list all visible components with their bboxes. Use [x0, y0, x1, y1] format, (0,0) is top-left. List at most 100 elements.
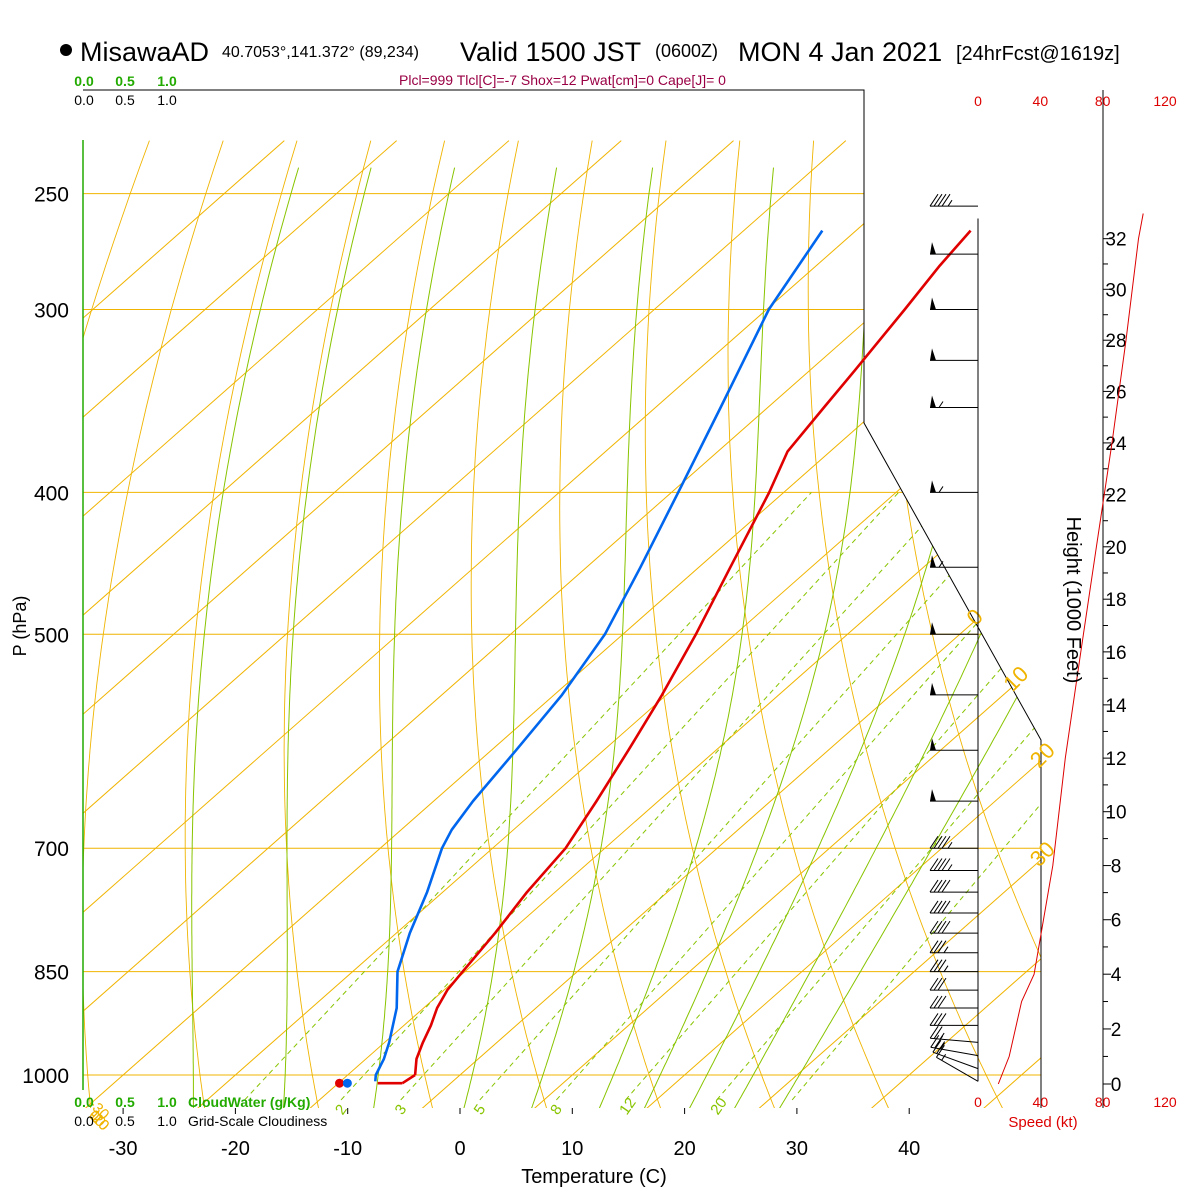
height-tick-label: 0: [1111, 1075, 1122, 1096]
x-axis-label: Temperature (C): [521, 1166, 667, 1188]
wind-barb-staff: [930, 1046, 979, 1057]
temperature-tick-label: 40: [898, 1138, 920, 1160]
wind-barb-flag: [937, 858, 947, 871]
isotherm-label-right: 0: [962, 604, 988, 630]
wind-barb-pennant: [930, 789, 936, 802]
wind-barb-pennant: [930, 622, 936, 635]
temperature-tick-label: 0: [454, 1138, 465, 1160]
wind-barb-flag: [929, 977, 939, 991]
wind-barb-half-flag: [943, 965, 949, 972]
sounding-profiles: [335, 229, 972, 1088]
wind-barb-flag: [933, 900, 943, 914]
pressure-tick-label: 400: [34, 482, 69, 505]
cloud-scale: 0.0 0.0 0.0 0.0 0.5 0.5 0.5 0.5 1.0 1.0 1.0 1.0 Clou…: [74, 73, 327, 1129]
wind-barb: [929, 1013, 978, 1026]
wind-barb-half-flag: [938, 401, 944, 408]
valid-zulu: (0600Z): [655, 41, 718, 61]
valid-date: MON 4 Jan 2021: [738, 37, 942, 67]
wind-barb: [930, 395, 978, 409]
wind-barb-flag: [929, 835, 939, 849]
height-tick-label: 14: [1105, 696, 1127, 717]
height-speed-axes: 0246810121416182022242628303200404080801…: [974, 90, 1177, 1110]
temperature-axis: -30 -20 -10 0 10 20 30 40: [109, 1108, 920, 1160]
moist-adiabat: [191, 167, 300, 1108]
wind-barb-pennant: [930, 242, 936, 255]
height-tick-label: 4: [1111, 965, 1122, 986]
wind-barb-flag: [933, 959, 943, 972]
wind-barb-flag: [933, 835, 943, 849]
isotherm-line: [754, 140, 1041, 1108]
wind-barb-flag: [929, 995, 939, 1009]
wind-barb: [930, 682, 978, 696]
cloudiness-tick-bottom: 0.5: [115, 1113, 135, 1129]
height-tick-label: 6: [1111, 911, 1122, 932]
pressure-tick-label: 250: [34, 184, 69, 207]
dry-adiabat: [184, 140, 298, 1108]
mixing-ratio-line: [791, 492, 1041, 1101]
pressure-tick-label: 850: [34, 962, 69, 985]
wind-barb: [930, 297, 978, 311]
forecast-info: [24hrFcst@1619z]: [956, 43, 1120, 65]
sounding-indices: Plcl=999 Tlcl[C]=-7 Shox=12 Pwat[cm]=0 C…: [399, 72, 726, 88]
wind-barb-half-flag: [940, 1042, 945, 1050]
wind-barb-flag: [936, 1041, 946, 1054]
isotherm-line: [83, 140, 510, 1108]
wind-barb-flag: [930, 1035, 940, 1048]
wind-barb-flag: [929, 900, 939, 914]
height-tick-label: 20: [1105, 538, 1126, 559]
moist-adiabat: [372, 167, 456, 1108]
wind-barb-flag: [933, 193, 943, 207]
wind-barb-half-flag: [947, 841, 953, 849]
wind-barb-flag: [937, 959, 947, 972]
height-axis-label: Height (1000 Feet): [1062, 517, 1084, 684]
temperature-surface-tail: [401, 1073, 416, 1085]
temperature-tick-label: 30: [786, 1138, 808, 1160]
wind-barb-flag: [933, 977, 943, 991]
wind-barb-flag: [937, 940, 947, 953]
wind-barb: [930, 738, 978, 751]
wind-barb-flag: [941, 879, 951, 893]
cloud-water-tick-top: 0.0: [74, 73, 94, 89]
temperature-tick-label: -10: [333, 1138, 362, 1160]
wind-barb-flag: [933, 920, 943, 934]
isotherm-label-right: 20: [1025, 738, 1060, 773]
height-tick-label: 30: [1105, 280, 1126, 301]
mixing-ratio-line: [244, 492, 812, 1101]
speed-tick-bottom: 0: [974, 1094, 982, 1110]
speed-tick-bottom: 40: [1033, 1094, 1049, 1110]
wind-barb: [929, 900, 978, 914]
wind-barb: [929, 835, 978, 849]
wind-barb-flag: [933, 1026, 943, 1039]
wind-barb-flag: [933, 995, 943, 1009]
isotherm-line: [866, 140, 1041, 1108]
wind-barb: [929, 879, 978, 893]
wind-barb: [929, 920, 978, 934]
wind-barb: [930, 242, 978, 255]
isotherm-line: [529, 140, 1041, 1108]
pressure-tick-label: 1000: [22, 1065, 69, 1088]
station-name: MisawaAD: [80, 37, 209, 67]
wind-barb: [929, 858, 978, 872]
surface-temperature-marker: [335, 1078, 345, 1088]
moist-adiabat: [282, 167, 372, 1108]
wind-barb-flag: [941, 193, 951, 207]
wind-barb-staff: [930, 1037, 979, 1043]
cloud-water-tick-top: 1.0: [157, 73, 177, 89]
wind-barb-flag: [929, 1025, 939, 1039]
wind-barb: [929, 193, 978, 207]
isotherm-line: [979, 140, 1041, 1108]
mixing-ratio-line: [716, 492, 1041, 1101]
cloudiness-label: Grid-Scale Cloudiness: [188, 1113, 327, 1129]
cloud-water-tick-top: 0.5: [115, 73, 135, 89]
mixing-ratio-label: 3: [392, 1102, 411, 1119]
wind-barb-flag: [933, 879, 943, 893]
mixing-ratio-label: 12: [616, 1095, 639, 1118]
temperature-profile: [413, 229, 972, 1076]
wind-barb-pennant: [930, 738, 936, 751]
isotherm-line: [83, 140, 1041, 1108]
wind-barb: [936, 1045, 979, 1082]
speed-tick-top: 40: [1033, 93, 1049, 109]
moist-adiabat: [642, 167, 874, 1108]
wind-barb-pennant: [930, 682, 936, 695]
